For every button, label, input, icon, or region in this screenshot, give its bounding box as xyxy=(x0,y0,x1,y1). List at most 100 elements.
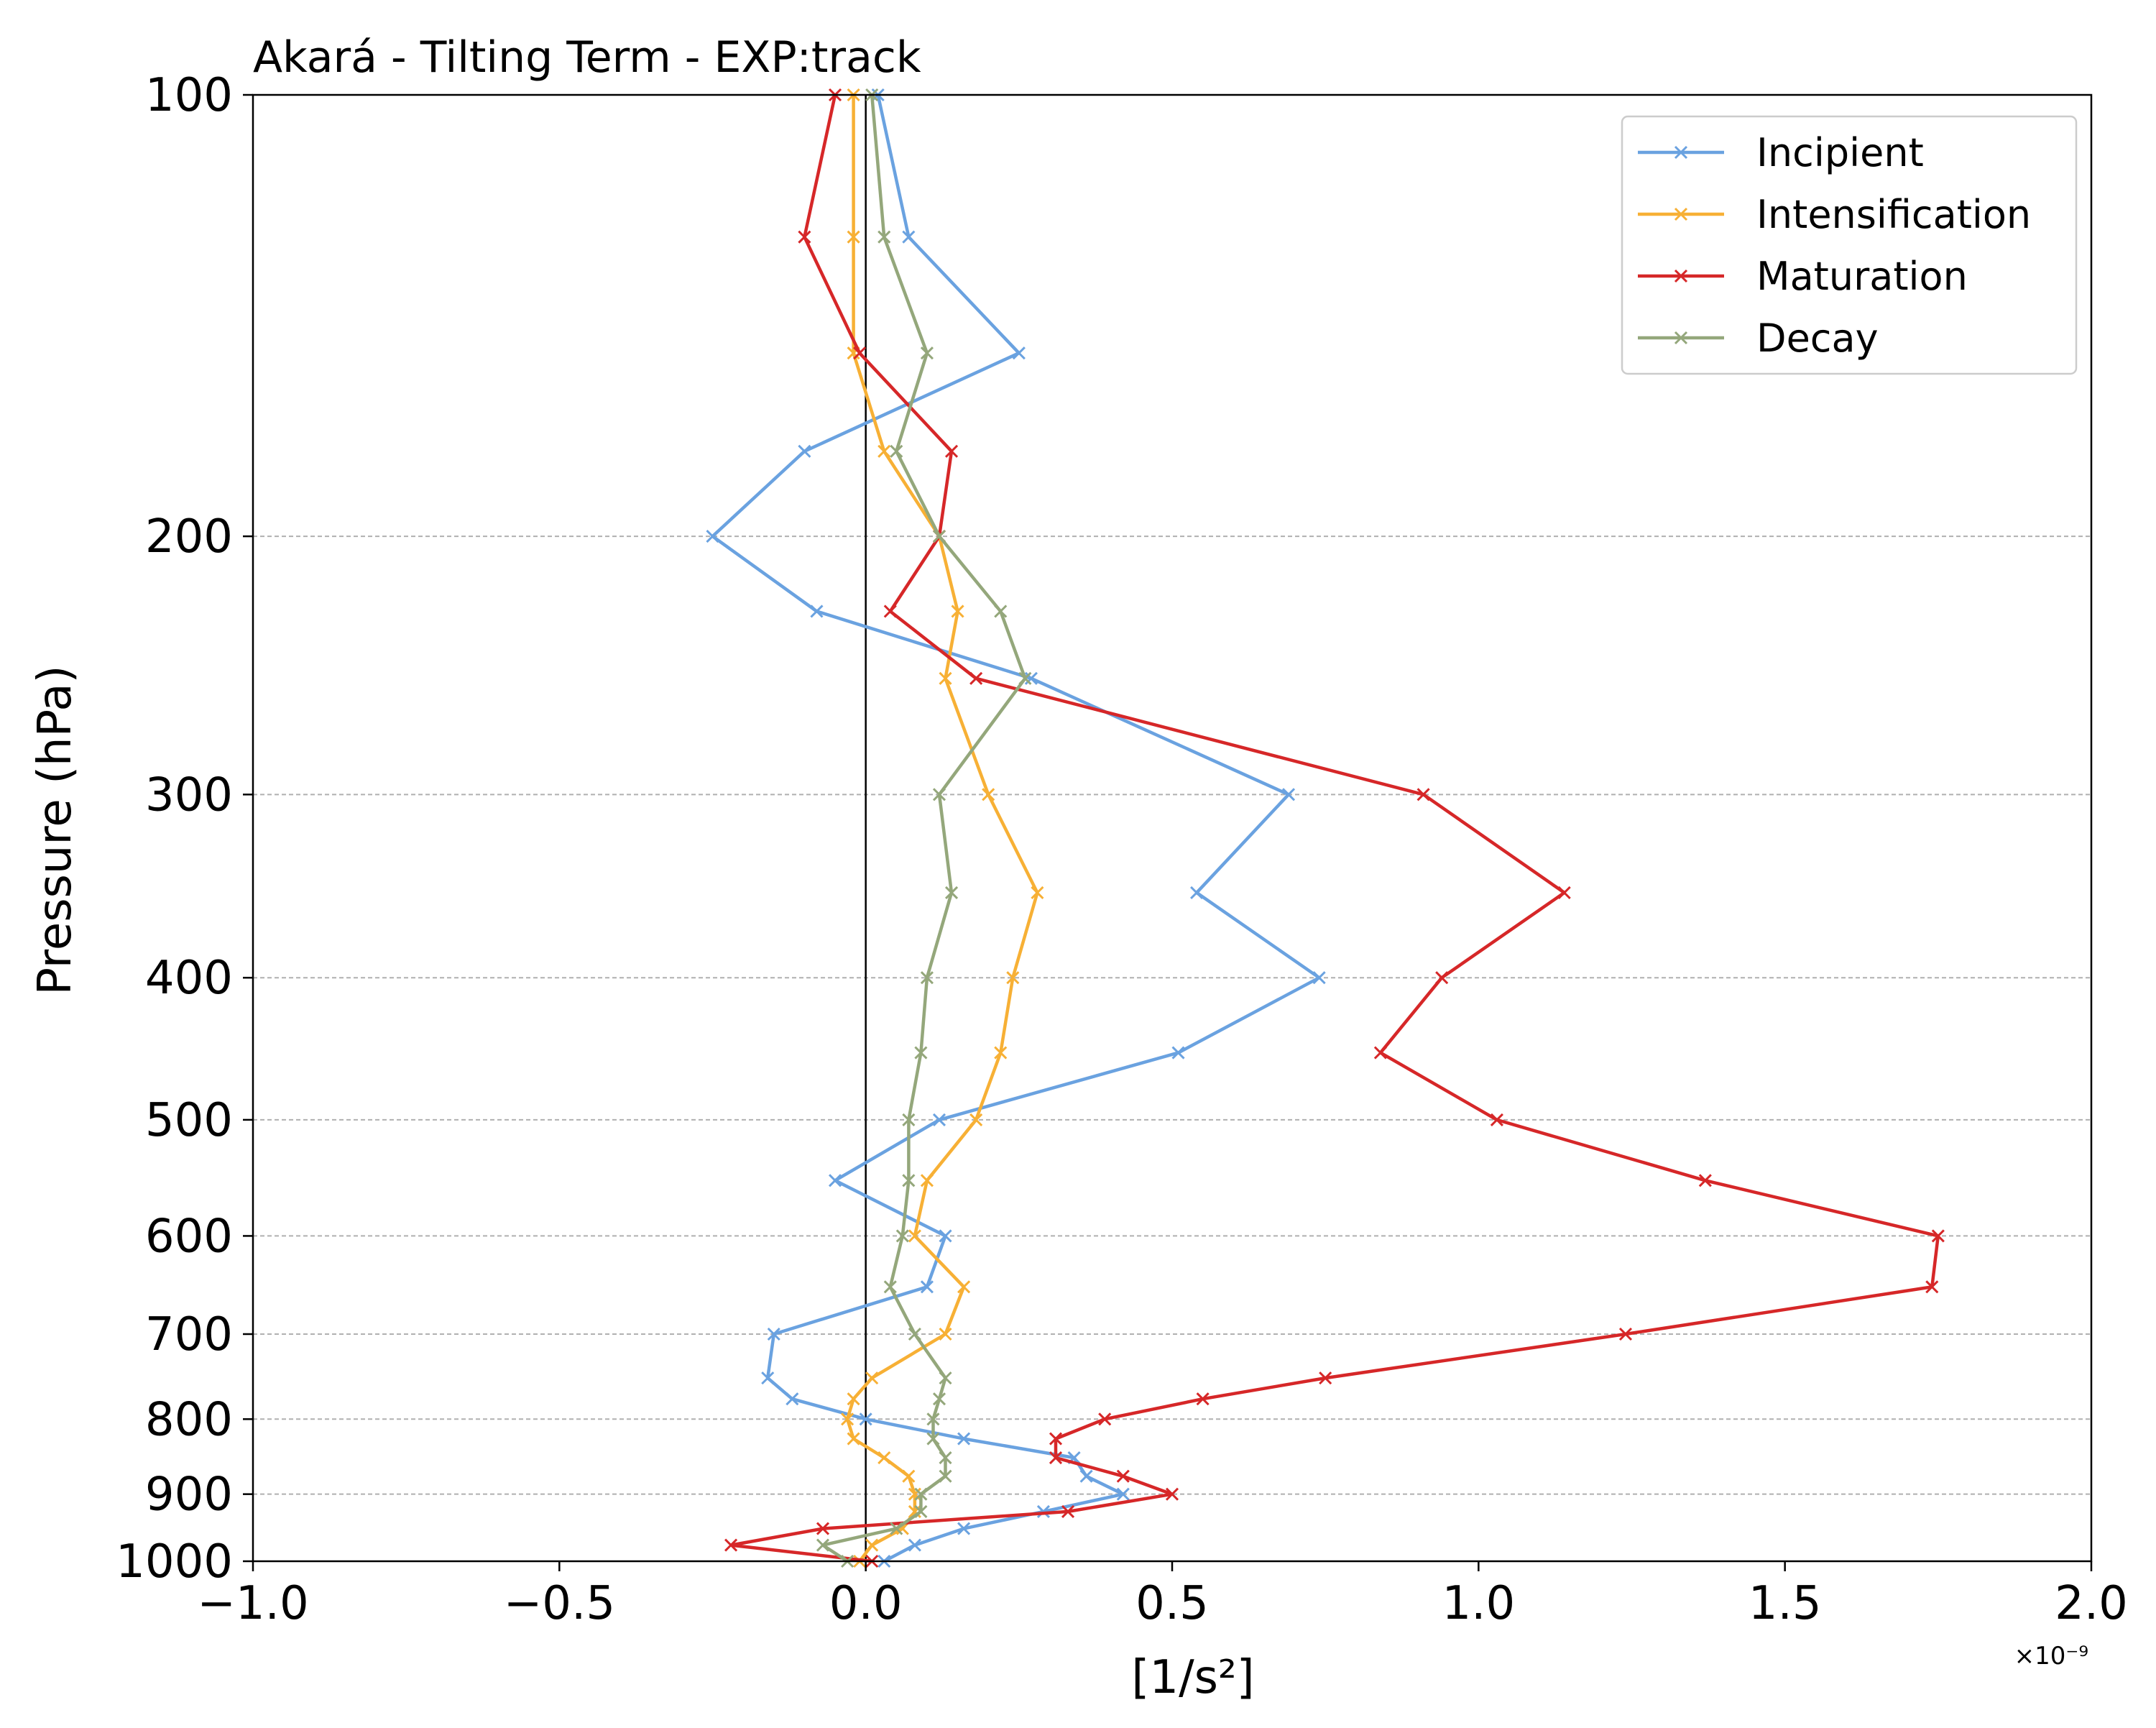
data-point-marker xyxy=(902,1174,916,1187)
x-tick-label: 0.0 xyxy=(829,1577,903,1630)
legend-label: Intensification xyxy=(1756,192,2031,237)
legend-swatch-marker xyxy=(1674,145,1688,160)
data-point-marker xyxy=(914,1046,928,1060)
data-point-marker xyxy=(908,1229,921,1243)
x-tick-label: −0.5 xyxy=(504,1577,615,1630)
data-point-marker xyxy=(1098,1412,1112,1426)
data-point-marker xyxy=(982,788,995,801)
data-point-marker xyxy=(816,1538,830,1552)
data-point-marker xyxy=(1618,1327,1633,1341)
data-point-marker xyxy=(944,886,959,899)
data-point-marker xyxy=(932,1392,946,1406)
data-point-marker xyxy=(1196,1392,1210,1406)
data-point-marker xyxy=(932,530,946,543)
data-point-marker xyxy=(798,444,811,458)
data-point-marker xyxy=(908,1504,921,1518)
data-point-marker xyxy=(902,1113,916,1126)
data-point-marker xyxy=(847,230,860,244)
y-tick-label: 700 xyxy=(145,1308,233,1361)
data-point-marker xyxy=(1931,1229,1945,1243)
data-point-marker xyxy=(908,1538,921,1552)
data-point-marker xyxy=(1031,886,1044,899)
x-tick-label: 0.5 xyxy=(1135,1577,1209,1630)
data-point-marker xyxy=(847,1392,860,1406)
legend: Incipient Intensification Maturation Decay xyxy=(1621,115,2078,375)
data-point-marker xyxy=(1116,1487,1130,1501)
series-layer xyxy=(706,88,1945,1568)
chart-title: Akará - Tilting Term - EXP:track xyxy=(253,32,921,83)
data-point-marker xyxy=(877,444,891,458)
data-point-marker xyxy=(994,1046,1008,1060)
data-point-marker xyxy=(969,1113,983,1126)
y-tick-label: 900 xyxy=(145,1469,233,1522)
data-point-marker xyxy=(920,1280,934,1294)
legend-entry-decay: Decay xyxy=(1638,316,1879,361)
data-point-marker xyxy=(939,1327,952,1341)
data-point-marker xyxy=(1281,788,1296,801)
data-point-marker xyxy=(957,1280,971,1294)
y-tick-label: 500 xyxy=(145,1094,233,1147)
legend-label: Incipient xyxy=(1756,130,1924,175)
data-point-marker xyxy=(908,1327,921,1341)
data-point-marker xyxy=(816,1522,830,1535)
x-tick-label: 2.0 xyxy=(2055,1577,2128,1630)
data-point-marker xyxy=(969,671,983,685)
data-point-marker xyxy=(908,1487,921,1501)
y-tick-label: 400 xyxy=(145,952,233,1005)
data-point-marker xyxy=(1049,1451,1063,1465)
x-axis-label: [1/s²] xyxy=(1131,1651,1254,1704)
data-point-marker xyxy=(1079,1469,1093,1483)
data-point-marker xyxy=(853,346,867,360)
data-point-marker xyxy=(841,1412,854,1426)
data-point-marker xyxy=(1018,671,1032,685)
data-point-marker xyxy=(939,1229,952,1243)
data-point-marker xyxy=(920,346,934,360)
data-point-marker xyxy=(939,671,952,685)
y-axis-label: Pressure (hPa) xyxy=(29,665,82,995)
data-point-marker xyxy=(1698,1174,1712,1187)
series-incipient xyxy=(706,88,1326,1568)
series-decay xyxy=(816,88,1032,1568)
data-point-marker xyxy=(890,1522,903,1535)
data-point-marker xyxy=(859,1412,872,1426)
data-point-marker xyxy=(883,605,897,618)
y-tick-label: 800 xyxy=(145,1393,233,1446)
data-point-marker xyxy=(926,1432,940,1446)
y-tick-label: 300 xyxy=(145,768,233,822)
data-point-marker xyxy=(798,230,811,244)
legend-swatch-marker xyxy=(1674,269,1688,283)
data-point-marker xyxy=(920,971,934,985)
data-point-marker xyxy=(761,1371,775,1385)
data-point-marker xyxy=(914,1487,928,1501)
x-axis-ticks: −1.0 −0.5 0.0 0.5 1.0 1.5 2.0 xyxy=(197,1561,2128,1630)
data-point-marker xyxy=(865,1538,879,1552)
data-point-marker xyxy=(957,1432,971,1446)
data-point-marker xyxy=(1557,886,1571,899)
data-point-marker xyxy=(1171,1046,1185,1060)
data-point-marker xyxy=(994,605,1008,618)
data-point-marker xyxy=(724,1538,738,1552)
data-point-marker xyxy=(1373,1046,1387,1060)
data-point-marker xyxy=(1049,1432,1063,1446)
data-point-marker xyxy=(1116,1469,1130,1483)
data-point-marker xyxy=(1312,971,1326,985)
data-point-marker xyxy=(932,788,946,801)
data-point-marker xyxy=(944,444,959,458)
x-tick-label: −1.0 xyxy=(197,1577,308,1630)
data-point-marker xyxy=(828,1174,842,1187)
data-point-marker xyxy=(951,605,964,618)
y-tick-label: 200 xyxy=(145,510,233,564)
legend-entry-intensification: Intensification xyxy=(1638,192,2031,237)
data-point-marker xyxy=(932,1113,946,1126)
data-point-marker xyxy=(1036,1504,1051,1518)
data-point-marker xyxy=(767,1327,780,1341)
legend-swatch-marker xyxy=(1674,331,1688,345)
data-point-marker xyxy=(902,1469,916,1483)
data-point-marker xyxy=(895,1229,909,1243)
data-point-marker xyxy=(939,1451,952,1465)
data-point-marker xyxy=(810,605,824,618)
data-point-marker xyxy=(890,444,903,458)
data-point-marker xyxy=(865,1371,879,1385)
